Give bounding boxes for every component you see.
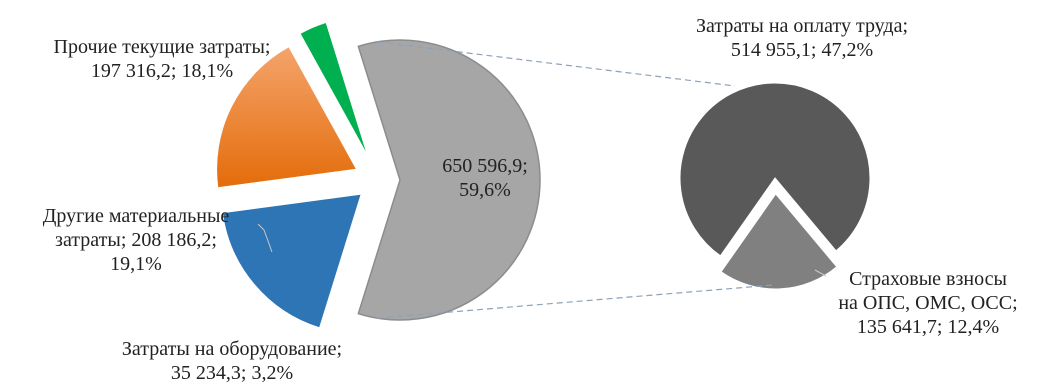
leader-line-insurance bbox=[814, 269, 827, 277]
label-insurance-contributions: Страховые взносы на ОПС, ОМС, ОСС; 135 641… bbox=[838, 268, 1017, 338]
label-labor-costs: Затраты на оплату труда; 514 955,1; 47,2% bbox=[696, 15, 908, 61]
secondary-pie bbox=[679, 82, 871, 290]
main-slice-slice-3 bbox=[357, 39, 541, 321]
main-slice-затраты-на-оборудование bbox=[299, 21, 369, 157]
main-pie bbox=[216, 21, 541, 329]
main-slice-прочие-текущие-затраты bbox=[221, 193, 362, 329]
secondary-slice-страховые-взносы-на-опс-омс-осс bbox=[720, 193, 838, 290]
label-other-material-costs: Другие материальные затраты; 208 186,2; 19… bbox=[43, 205, 230, 275]
main-slice-другие-материальные-затраты bbox=[216, 45, 358, 189]
secondary-slice-затраты-на-оплату-труда bbox=[679, 82, 871, 257]
label-other-current-costs: Прочие текущие затраты; 197 316,2; 18,1% bbox=[54, 36, 271, 82]
leader-line-other-materials bbox=[257, 223, 273, 253]
label-main-grey-slice: 650 596,9; 59,6% bbox=[442, 155, 528, 201]
connector-line-bottom bbox=[377, 284, 774, 319]
label-equipment-costs: Затраты на оборудование; 35 234,3; 3,2% bbox=[122, 338, 342, 384]
connector-line-top bbox=[377, 41, 736, 87]
